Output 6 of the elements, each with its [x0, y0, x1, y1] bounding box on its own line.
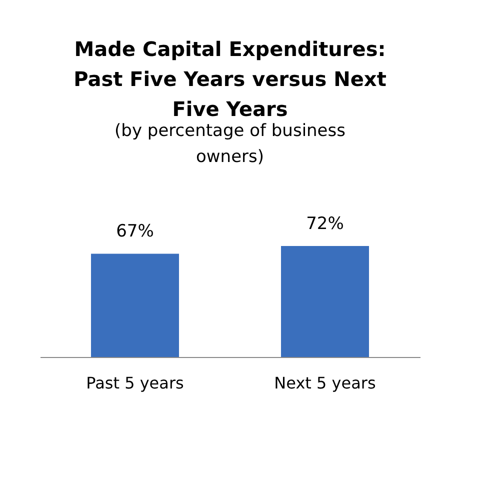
x-tick-label: Past 5 years — [86, 374, 184, 392]
data-label: 72% — [306, 214, 344, 234]
chart-title: Made Capital Expenditures: Past Five Years versus Next Five Years — [74, 37, 387, 121]
data-label: 67% — [116, 222, 154, 242]
x-tick-label: Next 5 years — [274, 374, 376, 392]
chart-subtitle: (by percentage of business owners) — [114, 121, 346, 167]
